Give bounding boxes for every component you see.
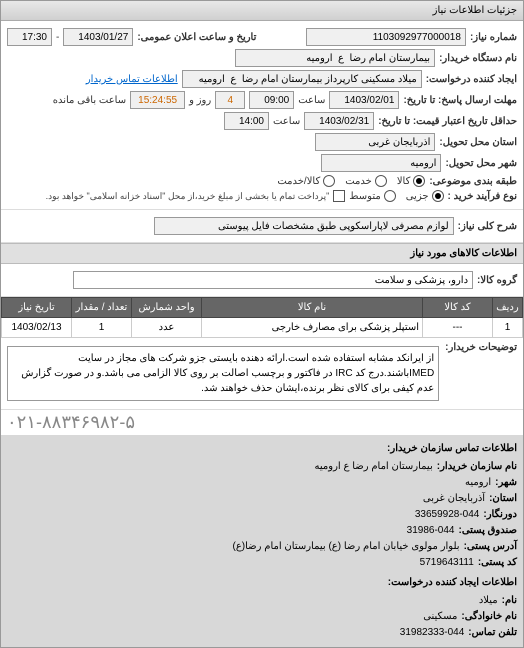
deadline-time-label: ساعت [298,95,325,106]
remarks-label: توضیحات خریدار: [445,342,517,353]
org-value: بیمارستان امام رضا ع ارومیه [315,459,433,475]
postcode-label: کد پستی: [478,555,517,571]
remaining-suffix: ساعت باقی مانده [53,95,126,106]
req-number-field [306,28,466,46]
td-code: --- [423,318,493,338]
city-field [321,154,441,172]
radio-both[interactable] [323,175,335,187]
radio-service[interactable] [375,175,387,187]
process-note: "پرداخت تمام یا بخشی از مبلغ خرید،از محل… [46,191,330,202]
td-unit: عدد [132,318,202,338]
radio-goods[interactable] [413,175,425,187]
contact-heading: اطلاعات تماس سازمان خریدار: [7,441,517,457]
contact-city-label: شهر: [495,475,517,491]
th-name: نام کالا [202,298,423,318]
summary-label: شرح کلی نیاز: [458,221,517,232]
province-label: استان محل تحویل: [439,137,517,148]
postcode-value: 5719643111 [420,555,474,571]
remarks-text: از ایرانکد مشابه استفاده شده است.ارائه د… [7,346,439,401]
deadline-label: مهلت ارسال پاسخ: تا تاریخ: [403,95,517,106]
contact-city-value: ارومیه [465,475,491,491]
requester-field [182,70,422,88]
mailbox-label: صندوق پستی: [458,523,517,539]
lastname-value: مسکینی [423,609,457,625]
remaining-days-field [215,91,245,109]
phone-label: تلفن تماس: [468,625,517,641]
contact-province-label: استان: [489,491,517,507]
td-date: 1403/02/13 [2,318,72,338]
th-unit: واحد شمارش [132,298,202,318]
public-date-field [63,28,133,46]
contact-info-link[interactable]: اطلاعات تماس خریدار [86,74,178,85]
td-qty: 1 [72,318,132,338]
summary-field [154,217,454,235]
process-label: نوع فرآیند خرید : [448,191,517,202]
city-label: شهر محل تحویل: [445,158,517,169]
org-label: نام سازمان خریدار: [437,459,517,475]
th-qty: تعداد / مقدار [72,298,132,318]
validity-label: حداقل تاریخ اعتبار قیمت: تا تاریخ: [378,116,517,127]
requester-label: ایجاد کننده درخواست: [426,74,517,85]
validity-time-label: ساعت [273,116,300,127]
province-field [315,133,435,151]
req-number-label: شماره نیاز: [470,32,517,43]
summary-section: شرح کلی نیاز: [1,210,523,243]
th-date: تاریخ نیاز [2,298,72,318]
table-row: 1 --- استپلر پزشکی برای مصارف خارجی عدد … [2,318,523,338]
header-section: شماره نیاز: تاریخ و ساعت اعلان عمومی: - … [1,21,523,210]
group-field [73,271,473,289]
contact-province-value: آذربایجان غربی [423,491,485,507]
category-label: طبقه بندی موضوعی: [429,176,517,187]
public-datetime-label: تاریخ و ساعت اعلان عمومی: [137,32,256,43]
td-row: 1 [493,318,523,338]
contact-section: اطلاعات تماس سازمان خریدار: نام سازمان خ… [1,435,523,647]
goods-section: گروه کالا: [1,264,523,297]
window-titlebar: جزئیات اطلاعات نیاز [1,1,523,21]
group-label: گروه کالا: [477,275,517,286]
validity-date-field [304,112,374,130]
details-window: جزئیات اطلاعات نیاز شماره نیاز: تاریخ و … [0,0,524,648]
datetime-sep: - [56,32,59,43]
phone-value: 31982333-044 [400,625,465,641]
fax-label: دورنگار: [483,507,517,523]
th-row: ردیف [493,298,523,318]
category-radio-group: کالا خدمت کالا/خدمت [277,175,425,187]
th-code: کد کالا [423,298,493,318]
radio-medium[interactable] [384,190,396,202]
name-label: نام: [502,593,517,609]
remaining-label: روز و [189,95,211,106]
buyer-device-field [235,49,435,67]
fax-value: 33659928-044 [415,507,480,523]
goods-header: اطلاعات کالاهای مورد نیاز [1,243,523,264]
radio-small[interactable] [432,190,444,202]
treasury-checkbox[interactable] [333,190,345,202]
td-name: استپلر پزشکی برای مصارف خارجی [202,318,423,338]
process-radio-group: جزیی متوسط [349,190,443,202]
remaining-time-field [130,91,185,109]
buyer-device-label: نام دستگاه خریدار: [439,53,517,64]
deadline-date-field [329,91,399,109]
address-value: بلوار مولوی خیابان امام رضا (ع) بیمارستا… [233,539,460,555]
creator-heading: اطلاعات ایجاد کننده درخواست: [7,575,517,591]
goods-table: ردیف کد کالا نام کالا واحد شمارش تعداد /… [1,297,523,338]
validity-time-field [224,112,269,130]
support-phone: ۰۲۱-۸۸۳۴۶۹۸۲-۵ [1,410,523,435]
mailbox-value: 31986-044 [407,523,455,539]
remarks-section: توضیحات خریدار: از ایرانکد مشابه استفاده… [1,338,523,410]
name-value: میلاد [479,593,498,609]
public-time-field [7,28,52,46]
address-label: آدرس پستی: [464,539,517,555]
lastname-label: نام خانوادگی: [461,609,517,625]
deadline-time-field [249,91,294,109]
